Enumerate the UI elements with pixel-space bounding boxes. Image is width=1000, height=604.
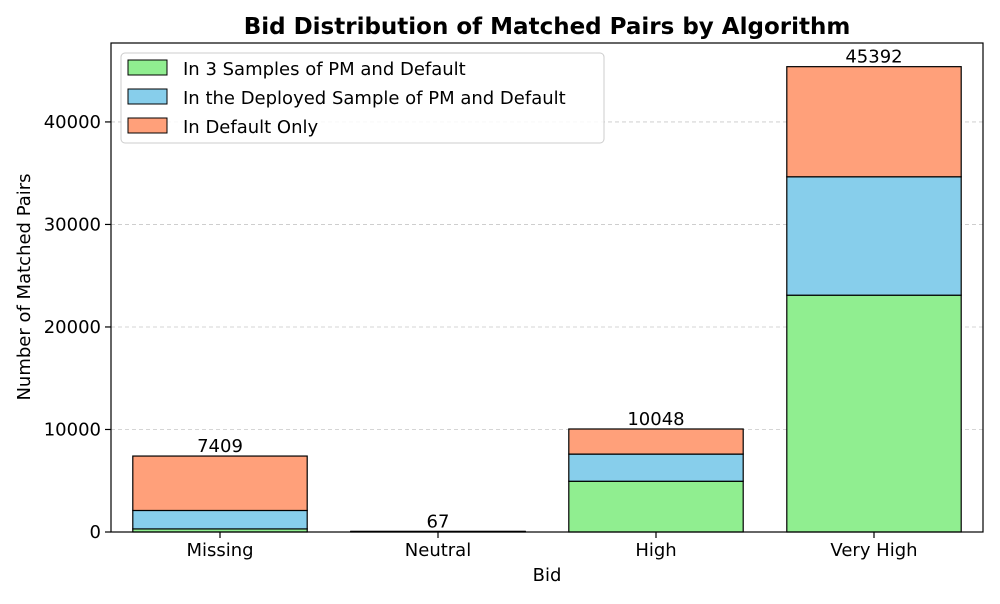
legend-entry-label: In Default Only xyxy=(183,117,319,138)
y-tick-label: 40000 xyxy=(44,112,101,133)
legend-swatch xyxy=(128,60,167,75)
legend-swatch xyxy=(128,89,167,104)
legend-entry-label: In the Deployed Sample of PM and Default xyxy=(183,88,566,109)
bar-total-label: 7409 xyxy=(197,436,243,457)
legend: In 3 Samples of PM and Default In the Dep… xyxy=(121,53,604,143)
bar-segment xyxy=(569,429,743,454)
bar-segment xyxy=(133,510,307,528)
bar-total-label: 10048 xyxy=(627,409,684,430)
bar-total-label: 67 xyxy=(427,511,450,532)
y-axis-ticks: 0 10000 20000 30000 40000 xyxy=(44,112,111,543)
legend-swatch xyxy=(128,118,167,133)
bar-segment xyxy=(133,456,307,510)
y-axis-label: Number of Matched Pairs xyxy=(14,173,35,400)
bar-segment xyxy=(787,67,961,177)
bar-segment xyxy=(787,295,961,532)
x-tick-label: Very High xyxy=(830,540,917,561)
x-axis-label: Bid xyxy=(533,565,562,586)
y-tick-label: 10000 xyxy=(44,419,101,440)
x-tick-label: Neutral xyxy=(405,540,471,561)
x-tick-label: Missing xyxy=(186,540,253,561)
y-tick-label: 30000 xyxy=(44,214,101,235)
y-tick-label: 0 xyxy=(90,522,101,543)
x-axis-ticks: Missing Neutral High Very High xyxy=(186,532,917,561)
bar-segment xyxy=(787,177,961,295)
bar-segment xyxy=(569,481,743,532)
bar-segment xyxy=(569,454,743,481)
legend-entry-label: In 3 Samples of PM and Default xyxy=(183,59,466,80)
y-tick-label: 20000 xyxy=(44,317,101,338)
chart-title: Bid Distribution of Matched Pairs by Alg… xyxy=(244,14,851,40)
x-tick-label: High xyxy=(635,540,676,561)
bar-total-label: 45392 xyxy=(845,47,902,68)
